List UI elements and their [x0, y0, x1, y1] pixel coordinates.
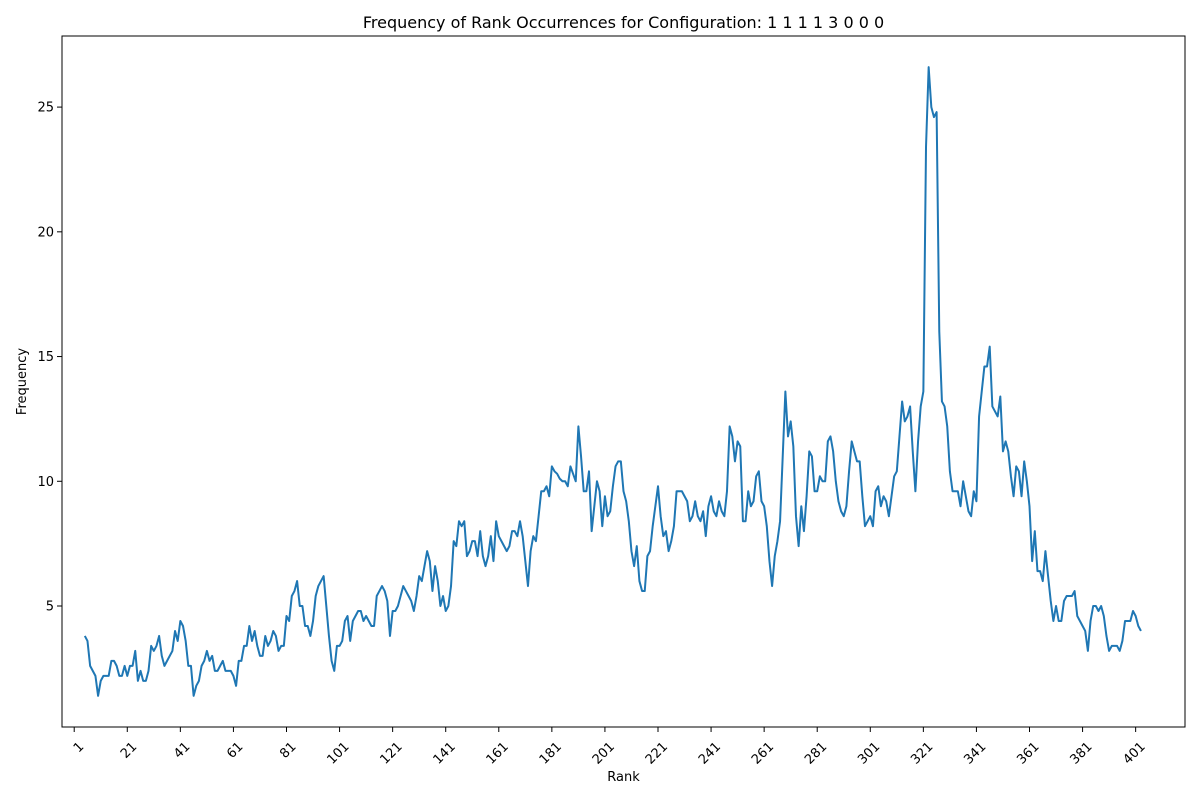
y-tick-label: 10 — [37, 475, 54, 490]
y-tick-label: 5 — [46, 600, 54, 615]
frequency-series-line — [83, 66, 1142, 697]
chart-title: Frequency of Rank Occurrences for Config… — [363, 13, 884, 32]
y-tick-label: 20 — [37, 225, 54, 240]
x-axis-title: Rank — [607, 770, 640, 785]
y-tick-label: 15 — [37, 350, 54, 365]
y-axis-ticks: 5 10 15 20 25 — [37, 101, 62, 615]
plot-area — [61, 35, 1186, 728]
y-tick-label: 25 — [37, 101, 54, 116]
axes-frame — [61, 35, 1186, 728]
y-axis-title: Frequency — [15, 348, 30, 415]
